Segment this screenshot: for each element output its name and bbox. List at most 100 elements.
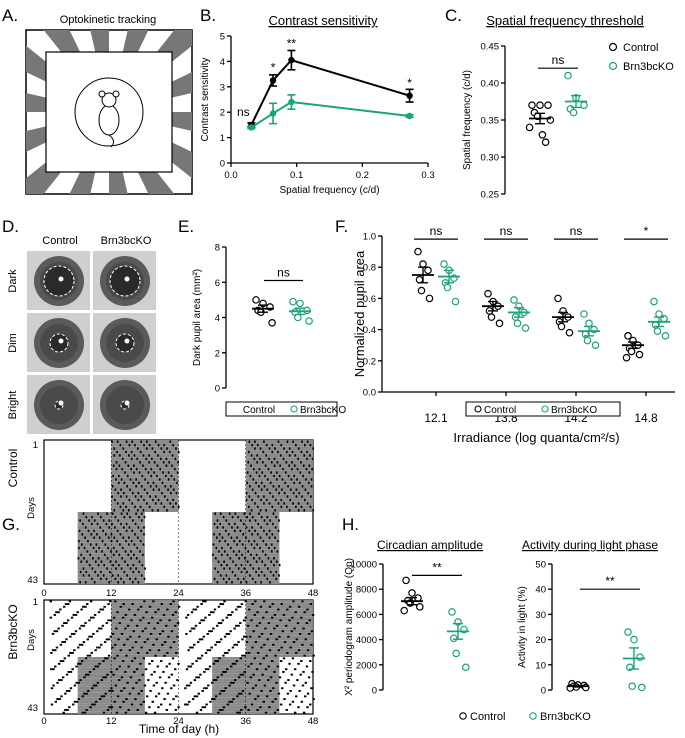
row-label-bright: Bright bbox=[7, 391, 19, 420]
g-ko-activity bbox=[254, 684, 258, 687]
g-ko-activity bbox=[131, 646, 134, 649]
g-control-activity bbox=[223, 567, 225, 570]
g-ko-activity bbox=[170, 630, 174, 633]
g-ko-activity bbox=[74, 630, 78, 633]
g-ko-dark bbox=[245, 651, 313, 655]
g-ko-activity bbox=[252, 673, 255, 676]
g-control-activity bbox=[218, 533, 221, 536]
g-control-activity bbox=[141, 563, 144, 567]
g-ko-activity bbox=[112, 673, 115, 676]
g-control-activity bbox=[85, 570, 88, 574]
g-control-activity bbox=[137, 491, 140, 495]
g-ko-activity bbox=[211, 698, 214, 701]
g-control-activity bbox=[134, 533, 136, 536]
g-control-activity bbox=[278, 474, 281, 478]
g-ko-activity bbox=[142, 657, 146, 660]
f-3-sig-label: * bbox=[644, 224, 649, 238]
g-ko-activity bbox=[193, 695, 197, 698]
g-control-activity bbox=[101, 539, 104, 543]
g-ko-activity bbox=[254, 698, 257, 701]
g-ko-activity bbox=[303, 654, 306, 657]
g-control-activity bbox=[91, 515, 93, 519]
g-control-activity bbox=[217, 560, 220, 563]
g-control-activity bbox=[282, 467, 284, 471]
g-control-activity bbox=[112, 553, 115, 557]
g-control-activity bbox=[92, 546, 95, 550]
g-control-activity bbox=[137, 581, 140, 584]
g-control-activity bbox=[275, 570, 278, 574]
g-ko-activity bbox=[98, 662, 101, 665]
g-ko-activity bbox=[269, 632, 273, 635]
g-control-activity bbox=[216, 581, 219, 584]
g-ko-activity bbox=[55, 646, 59, 649]
f-s0-point bbox=[419, 260, 427, 268]
g-ko-activity bbox=[225, 632, 228, 635]
g-control-activity bbox=[276, 550, 279, 553]
g-ko-activity bbox=[130, 619, 133, 622]
g-ko-activity bbox=[267, 622, 271, 625]
g-control-activity bbox=[307, 481, 310, 485]
g-control-activity bbox=[126, 512, 128, 515]
g-ko-dark bbox=[111, 621, 179, 625]
g-control-activity bbox=[131, 440, 134, 443]
g-ko-activity bbox=[97, 627, 101, 630]
g-ko-activity bbox=[264, 627, 267, 630]
e-control-point bbox=[252, 296, 260, 304]
g-control-dark bbox=[245, 477, 313, 482]
g-ko-activity bbox=[235, 608, 238, 611]
g-ko-activity bbox=[226, 703, 230, 706]
g-ko-activity bbox=[66, 603, 70, 606]
g-ko-activity bbox=[127, 708, 130, 711]
g-control-activity bbox=[263, 485, 266, 488]
g-ko-activity bbox=[216, 660, 220, 663]
g-ko-dark bbox=[245, 613, 313, 617]
g-ko-activity bbox=[213, 608, 217, 611]
g-ko-activity bbox=[49, 616, 53, 619]
g-control-activity bbox=[222, 577, 225, 581]
g-control-activity bbox=[306, 450, 308, 454]
g-control-activity bbox=[152, 481, 155, 485]
b-xtick-label: 0.3 bbox=[421, 170, 434, 181]
g-ko-activity bbox=[154, 654, 157, 657]
g-ko-activity bbox=[196, 641, 200, 644]
g-control-activity bbox=[117, 581, 120, 584]
g-ko-activity bbox=[237, 624, 240, 627]
g-control-activity bbox=[129, 567, 132, 570]
g-control-activity bbox=[85, 515, 88, 519]
g-control-activity bbox=[286, 495, 289, 498]
g-control-activity bbox=[165, 457, 168, 461]
g-ko-activity bbox=[306, 692, 310, 695]
g-control-activity bbox=[263, 574, 266, 577]
g-ko-activity bbox=[148, 706, 151, 709]
g-ko-activity bbox=[83, 711, 87, 714]
g-ko-activity bbox=[224, 670, 227, 673]
g-ko-activity bbox=[107, 619, 110, 622]
h-legend-ko: Brn3bcKO bbox=[540, 711, 591, 723]
panel-label-e: E. bbox=[178, 217, 194, 236]
g-control-activity bbox=[271, 533, 274, 536]
g-ko-activity bbox=[174, 708, 177, 711]
h1-control-point bbox=[408, 589, 416, 597]
g-control-activity bbox=[284, 481, 287, 485]
g-ko-activity bbox=[231, 662, 235, 665]
g-ko-activity bbox=[195, 711, 199, 714]
g-control-activity bbox=[214, 557, 217, 560]
g-control-activity bbox=[251, 515, 254, 519]
g-ko-activity bbox=[149, 689, 152, 692]
g-control-activity bbox=[169, 502, 172, 505]
g-control-activity bbox=[124, 471, 126, 474]
g-control-activity bbox=[80, 553, 83, 557]
g-control-dark bbox=[111, 453, 179, 458]
g-ko-activity bbox=[80, 624, 83, 627]
g-control-activity bbox=[109, 560, 112, 563]
g-ko-activity bbox=[273, 627, 276, 630]
g-ko-activity bbox=[94, 665, 97, 668]
h2-ko-point bbox=[630, 635, 638, 644]
g-ko-activity bbox=[157, 608, 160, 611]
g-ko-activity bbox=[134, 641, 138, 644]
g-ko-activity bbox=[127, 665, 130, 668]
g-ko-activity bbox=[154, 695, 158, 698]
g-ko-activity bbox=[130, 660, 134, 663]
